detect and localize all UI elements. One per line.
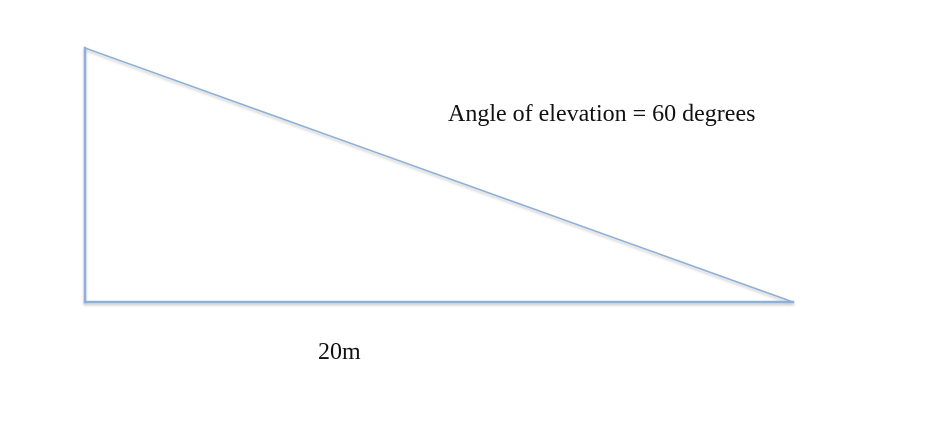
hypotenuse <box>84 47 794 303</box>
angle-of-elevation-label: Angle of elevation = 60 degrees <box>448 101 756 127</box>
base-length-label: 20m <box>318 339 361 365</box>
triangle <box>83 46 795 304</box>
